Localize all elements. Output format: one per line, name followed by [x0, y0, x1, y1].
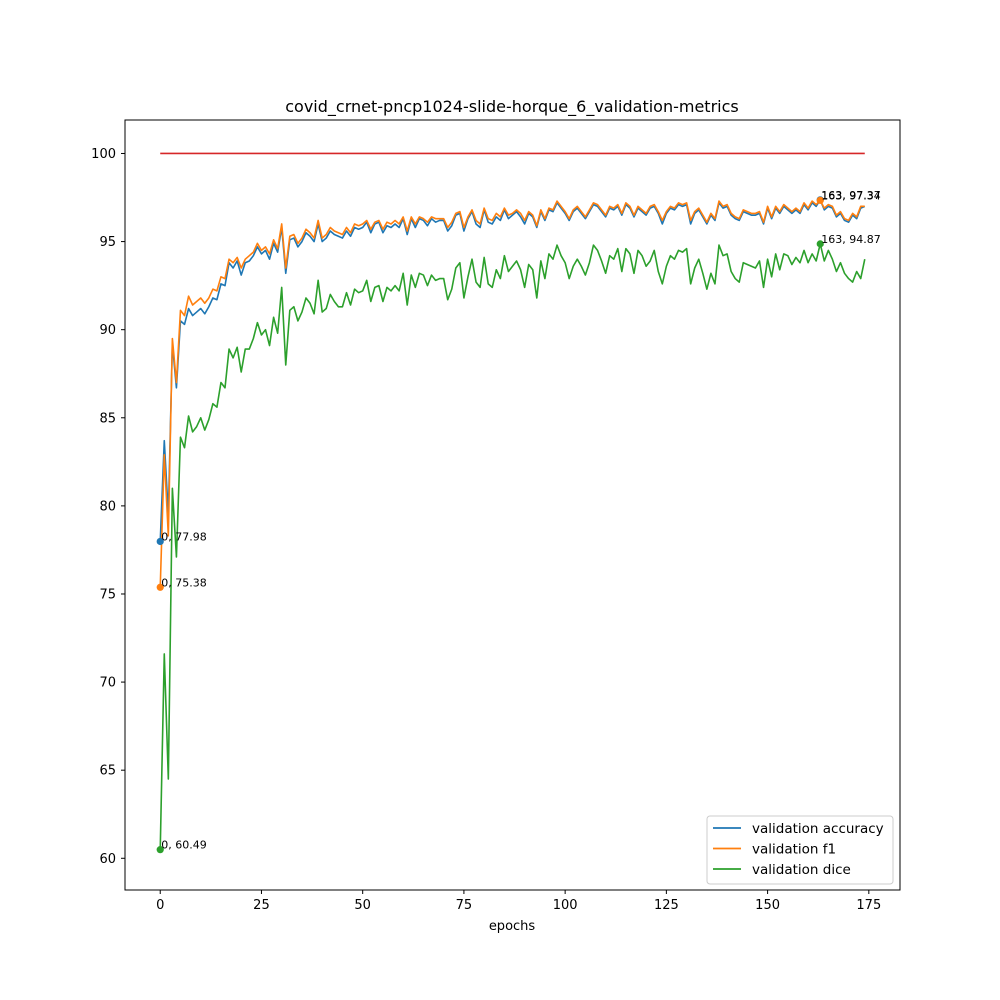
annotation-label-3: 163, 97.37: [821, 189, 880, 202]
x-tick-label-0: 0: [156, 898, 164, 913]
y-tick-label-90: 90: [99, 323, 116, 338]
chart-title: covid_crnet-pncp1024-slide-horque_6_vali…: [285, 97, 738, 117]
y-tick-label-80: 80: [99, 499, 116, 514]
y-tick-label-70: 70: [99, 676, 116, 691]
x-axis-label: epochs: [489, 919, 536, 934]
y-tick-label-95: 95: [99, 235, 116, 250]
y-tick-label-85: 85: [99, 411, 116, 426]
annotation-label-2: 0, 60.49: [161, 839, 206, 852]
annotation-label-0: 0, 77.98: [161, 530, 206, 543]
annotation-label-5: 163, 94.87: [821, 233, 880, 246]
y-tick-label-65: 65: [99, 764, 116, 779]
x-tick-label-175: 175: [856, 898, 881, 913]
annotation-marker-4: [816, 196, 824, 204]
legend-label-validation-accuracy: validation accuracy: [752, 821, 884, 837]
annotation-marker-0: [156, 537, 164, 546]
y-tick-label-100: 100: [91, 147, 116, 162]
y-tick-label-75: 75: [99, 587, 116, 602]
series-line-validation-f1: [159, 199, 865, 588]
annotation-marker-1: [156, 583, 164, 591]
annotation-label-4: 163, 97.34: [821, 189, 880, 202]
series-line-validation-accuracy: [159, 199, 866, 542]
annotation-marker-5: [816, 240, 824, 248]
legend-label-validation-f1: validation f1: [752, 842, 836, 858]
legend-box: [706, 815, 894, 885]
x-tick-label-100: 100: [553, 898, 578, 913]
annotation-marker-2: [156, 846, 164, 854]
x-tick-label-150: 150: [755, 898, 780, 913]
annotation-label-1: 0, 75.38: [161, 576, 206, 589]
axes: 0 25 50 75 100 125 150 175 60 65 70 75 80 85 90 95 100: [91, 147, 881, 913]
series-line-validation-dice: [159, 243, 866, 850]
legend: validation accuracy validation f1 validati…: [706, 815, 894, 885]
x-tick-label-125: 125: [654, 898, 679, 913]
x-tick-label-25: 25: [253, 898, 270, 913]
legend-label-validation-dice: validation dice: [752, 862, 851, 878]
x-tick-label-50: 50: [354, 898, 371, 913]
y-tick-label-60: 60: [99, 852, 116, 867]
x-tick-label-75: 75: [456, 898, 473, 913]
plot-frame: [124, 119, 901, 891]
